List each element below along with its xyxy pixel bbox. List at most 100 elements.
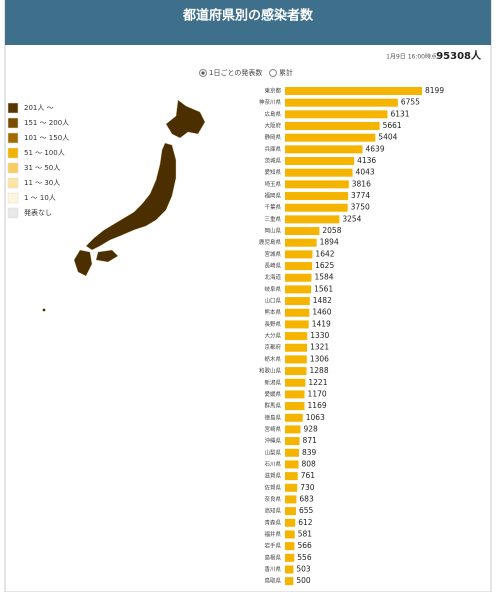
value-label: 1288 xyxy=(310,366,329,375)
value-label: 3774 xyxy=(351,191,370,200)
value-label: 4043 xyxy=(356,168,375,177)
map-honshu xyxy=(85,142,177,251)
legend-label: 11 ～ 30人 xyxy=(24,179,60,187)
bar xyxy=(285,215,340,224)
legend-label: 1 ～ 10人 xyxy=(24,194,56,202)
bar xyxy=(285,227,320,236)
value-label: 4639 xyxy=(366,144,385,153)
value-label: 4136 xyxy=(357,156,376,165)
bar xyxy=(285,87,422,95)
timestamp: 1月9日 16:00時点 xyxy=(386,53,437,61)
value-label: 1321 xyxy=(310,343,329,352)
category-label: 山梨県 xyxy=(264,448,281,456)
value-label: 5661 xyxy=(383,121,402,130)
value-label: 1625 xyxy=(315,261,334,270)
panel xyxy=(4,0,492,592)
legend-swatch xyxy=(7,162,19,174)
category-label: 大分県 xyxy=(264,332,281,340)
title: 都道府県別の感染者数 xyxy=(182,8,314,24)
value-label: 871 xyxy=(303,436,318,445)
category-label: 兵庫県 xyxy=(264,145,281,153)
value-label: 808 xyxy=(302,459,317,468)
category-label: 愛知県 xyxy=(264,168,281,176)
bar xyxy=(285,448,300,457)
bar xyxy=(285,437,300,446)
category-label: 静岡県 xyxy=(264,133,281,141)
bar xyxy=(285,250,313,259)
value-label: 6131 xyxy=(390,109,409,118)
bar xyxy=(285,565,294,574)
legend-label: 101 ～ 150人 xyxy=(24,134,69,142)
category-label: 高知県 xyxy=(264,507,281,515)
radio-label[interactable]: 1日ごとの発表数 xyxy=(209,68,262,77)
category-label: 埼玉県 xyxy=(264,180,281,188)
value-label: 655 xyxy=(299,506,314,515)
category-label: 大阪府 xyxy=(264,122,281,130)
category-label: 徳島県 xyxy=(264,413,281,421)
radio-dot xyxy=(201,71,205,75)
legend-swatch xyxy=(7,192,19,204)
bar xyxy=(285,390,305,399)
category-label: 山口県 xyxy=(264,297,281,305)
bar xyxy=(285,180,349,189)
radio-group: 1日ごとの発表数 累計 xyxy=(199,68,293,77)
bar xyxy=(285,332,308,341)
bar xyxy=(285,553,295,562)
category-label: 宮崎県 xyxy=(264,425,281,433)
bar xyxy=(285,460,299,469)
bar xyxy=(285,367,307,376)
bar xyxy=(285,157,355,166)
value-label: 503 xyxy=(296,564,311,573)
value-label: 581 xyxy=(298,529,313,538)
header xyxy=(5,0,491,45)
map-kyushu xyxy=(73,249,93,277)
value-label: 1419 xyxy=(312,319,331,328)
category-label: 神奈川県 xyxy=(259,98,282,106)
bar xyxy=(285,425,301,434)
value-label: 1169 xyxy=(308,401,327,410)
category-label: 滋賀県 xyxy=(264,472,281,480)
category-label: 広島県 xyxy=(264,110,281,118)
bar xyxy=(285,413,303,422)
map-okinawa xyxy=(42,308,46,312)
bar xyxy=(285,133,376,142)
bar xyxy=(285,378,306,387)
category-label: 福井県 xyxy=(264,530,281,538)
value-label: 3254 xyxy=(342,214,361,223)
bar xyxy=(285,530,295,539)
value-label: 3816 xyxy=(352,179,371,188)
bar xyxy=(285,273,312,282)
value-label: 839 xyxy=(302,448,317,457)
value-label: 730 xyxy=(300,483,315,492)
bar xyxy=(285,122,380,131)
value-label: 8199 xyxy=(425,86,444,95)
category-label: 北海道 xyxy=(264,273,281,281)
bar xyxy=(285,355,307,364)
value-label: 2058 xyxy=(322,226,341,235)
bar xyxy=(285,168,353,177)
category-label: 熊本県 xyxy=(264,308,281,316)
legend-swatch xyxy=(7,132,19,144)
radio[interactable] xyxy=(269,69,277,77)
bar xyxy=(285,262,313,271)
category-label: 石川県 xyxy=(264,461,281,468)
bar xyxy=(285,110,388,119)
radio-label[interactable]: 累計 xyxy=(279,68,293,77)
legend-swatch xyxy=(7,102,19,114)
value-label: 1063 xyxy=(306,413,325,422)
value-label: 556 xyxy=(297,553,312,562)
value-label: 1642 xyxy=(315,249,334,258)
category-label: 和歌山県 xyxy=(259,367,282,375)
value-label: 5404 xyxy=(378,133,397,142)
category-label: 東京都 xyxy=(264,87,281,95)
category-label: 岐阜県 xyxy=(264,285,281,293)
japan-map xyxy=(42,99,206,312)
category-label: 鹿児島県 xyxy=(259,238,282,246)
category-label: 岡山県 xyxy=(264,227,281,235)
category-label: 福岡県 xyxy=(264,192,281,200)
legend-swatch xyxy=(7,117,19,129)
category-label: 沖縄県 xyxy=(264,437,281,445)
bar xyxy=(285,495,297,504)
